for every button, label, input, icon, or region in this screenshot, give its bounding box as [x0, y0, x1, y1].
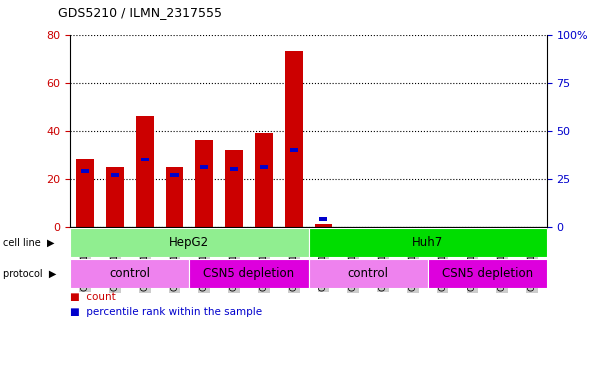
Bar: [255, 133, 273, 227]
Text: CSN5 depletion: CSN5 depletion: [203, 267, 295, 280]
Bar: [70, 228, 309, 257]
Bar: [70, 259, 189, 288]
Bar: [111, 173, 119, 177]
Bar: [106, 167, 124, 227]
Text: ■  count: ■ count: [70, 292, 116, 302]
Bar: [170, 173, 178, 177]
Text: control: control: [109, 267, 150, 280]
Bar: [290, 148, 298, 152]
Bar: [81, 169, 89, 173]
Bar: [320, 217, 327, 221]
Text: cell line  ▶: cell line ▶: [3, 238, 54, 248]
Bar: [189, 259, 309, 288]
Text: protocol  ▶: protocol ▶: [3, 268, 56, 279]
Bar: [285, 51, 302, 227]
Text: control: control: [348, 267, 389, 280]
Bar: [196, 140, 213, 227]
Bar: [230, 167, 238, 171]
Bar: [260, 165, 268, 169]
Bar: [315, 224, 332, 227]
Text: CSN5 depletion: CSN5 depletion: [442, 267, 533, 280]
Bar: [225, 150, 243, 227]
Text: Huh7: Huh7: [412, 237, 444, 249]
Bar: [141, 157, 148, 161]
Bar: [309, 259, 428, 288]
Bar: [166, 167, 183, 227]
Text: ■  percentile rank within the sample: ■ percentile rank within the sample: [70, 307, 262, 317]
Bar: [76, 159, 94, 227]
Text: HepG2: HepG2: [169, 237, 210, 249]
Bar: [428, 259, 547, 288]
Bar: [136, 116, 154, 227]
Text: GDS5210 / ILMN_2317555: GDS5210 / ILMN_2317555: [58, 6, 222, 19]
Bar: [200, 165, 208, 169]
Bar: [309, 228, 547, 257]
